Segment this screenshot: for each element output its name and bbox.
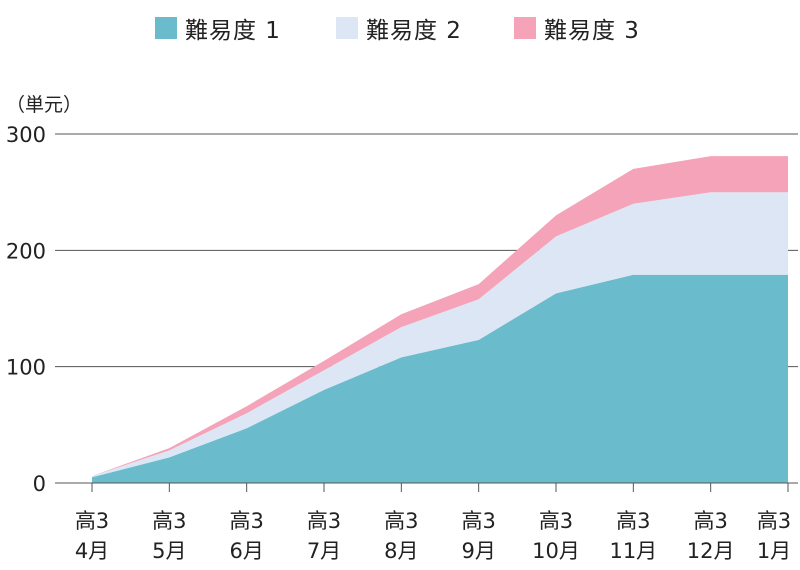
x-tick-label-10-line-2: 1月 — [757, 539, 791, 563]
x-tick-label-6-line-2: 9月 — [461, 539, 495, 563]
y-axis-unit-label: （単元） — [6, 94, 83, 116]
y-tick-label-0: 0 — [33, 472, 46, 496]
x-tick-label-4-line-1: 高3 — [307, 509, 341, 533]
x-tick-label-2-line-2: 5月 — [152, 539, 186, 563]
x-tick-label-6-line-1: 高3 — [461, 509, 495, 533]
x-tick-label-1-line-2: 4月 — [75, 539, 109, 563]
legend-label-2: 難易度 2 — [366, 18, 462, 44]
x-tick-label-9-line-2: 12月 — [687, 539, 735, 563]
legend-item-2: 難易度 2 — [336, 10, 462, 46]
legend-label-3: 難易度 3 — [544, 18, 640, 44]
y-tick-label-100: 100 — [6, 356, 46, 380]
x-tick-label-8-line-2: 11月 — [609, 539, 657, 563]
area-series-1 — [92, 274, 788, 483]
legend-item-3: 難易度 3 — [514, 10, 640, 46]
x-tick-label-3-line-1: 高3 — [229, 509, 263, 533]
x-tick-label-5-line-2: 8月 — [384, 539, 418, 563]
area-series-2 — [92, 192, 788, 478]
x-tick-label-5-line-1: 高3 — [384, 509, 418, 533]
x-tick-label-1-line-1: 高3 — [75, 509, 109, 533]
x-tick-labels: 高34月高35月高36月高37月高38月高39月高310月高311月高312月高… — [75, 509, 791, 563]
x-tick-label-8-line-1: 高3 — [616, 509, 650, 533]
y-tick-label-200: 200 — [6, 239, 46, 263]
x-axis — [55, 482, 798, 492]
legend: 難易度 1 難易度 2 難易度 3 — [0, 10, 800, 46]
area-series-3 — [92, 156, 788, 476]
x-tick-label-7-line-2: 10月 — [532, 539, 580, 563]
x-tick-label-3-line-2: 6月 — [229, 539, 263, 563]
y-tick-label-300: 300 — [6, 123, 46, 147]
legend-swatch-2 — [336, 17, 358, 39]
y-tick-labels: 0 100 200 300 — [6, 123, 46, 496]
legend-swatch-1 — [155, 17, 177, 39]
legend-item-1: 難易度 1 — [155, 10, 281, 46]
x-tick-label-9-line-1: 高3 — [693, 509, 727, 533]
x-tick-label-10-line-1: 高3 — [757, 509, 791, 533]
legend-label-1: 難易度 1 — [185, 18, 281, 44]
x-tick-label-4-line-2: 7月 — [307, 539, 341, 563]
area-series — [92, 156, 788, 483]
x-tick-label-2-line-1: 高3 — [152, 509, 186, 533]
x-tick-label-7-line-1: 高3 — [539, 509, 573, 533]
legend-swatch-3 — [514, 17, 536, 39]
